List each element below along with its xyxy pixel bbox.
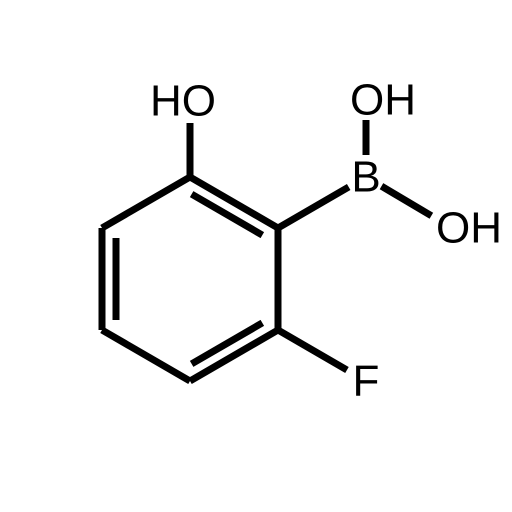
atom-label-f: F bbox=[353, 357, 380, 406]
atom-label-o_oh_up: OH bbox=[350, 76, 416, 125]
bond bbox=[278, 330, 347, 370]
bond bbox=[102, 177, 190, 228]
bond bbox=[381, 186, 431, 216]
atom-label-b: B bbox=[351, 153, 380, 202]
bond bbox=[102, 330, 190, 381]
atom-label-o_ho_ring: HO bbox=[150, 77, 216, 126]
molecule-diagram: HO B OH OH F bbox=[0, 0, 512, 512]
bond bbox=[278, 187, 349, 228]
atom-label-o_oh_right: OH bbox=[436, 204, 502, 253]
